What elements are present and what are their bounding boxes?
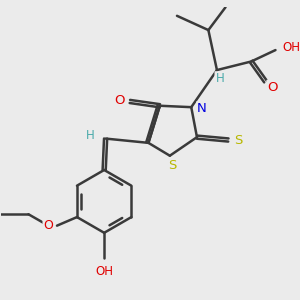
Text: H: H [215, 72, 224, 85]
Text: OH: OH [282, 41, 300, 54]
Text: O: O [44, 219, 53, 232]
Text: N: N [197, 102, 207, 115]
Text: O: O [267, 81, 278, 94]
Text: S: S [234, 134, 242, 146]
Text: O: O [114, 94, 124, 106]
Text: OH: OH [95, 265, 113, 278]
Text: S: S [169, 159, 177, 172]
Text: H: H [85, 129, 94, 142]
